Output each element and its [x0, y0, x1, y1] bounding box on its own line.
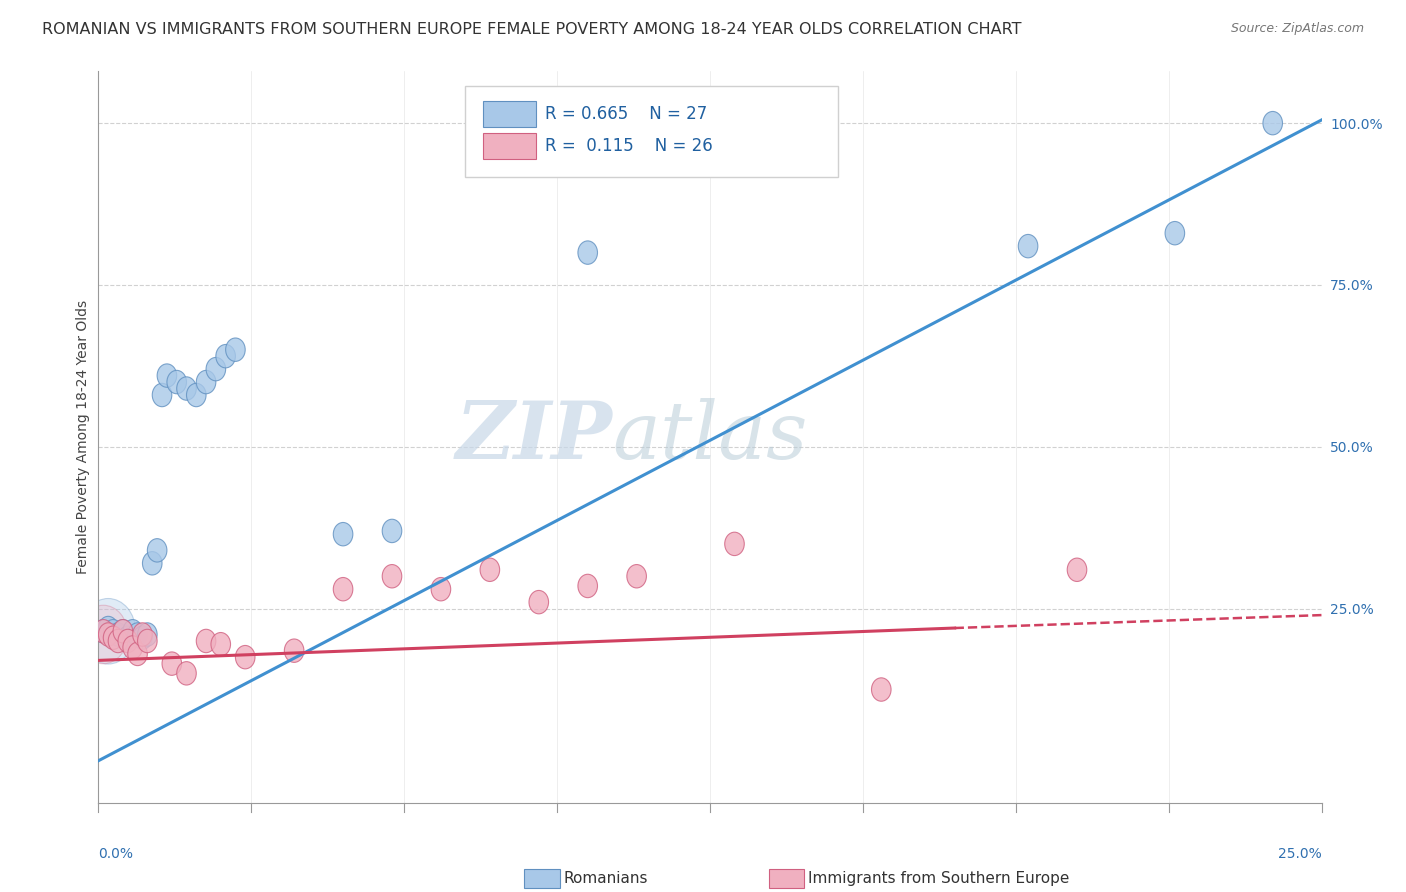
Ellipse shape: [187, 384, 207, 407]
Ellipse shape: [333, 523, 353, 546]
Ellipse shape: [79, 606, 128, 664]
Ellipse shape: [177, 662, 197, 685]
Ellipse shape: [197, 629, 217, 653]
Text: R =  0.115    N = 26: R = 0.115 N = 26: [546, 137, 713, 155]
Ellipse shape: [162, 652, 181, 675]
Text: ZIP: ZIP: [456, 399, 612, 475]
Ellipse shape: [225, 338, 245, 361]
Ellipse shape: [94, 620, 112, 643]
Ellipse shape: [152, 384, 172, 407]
Ellipse shape: [118, 626, 138, 649]
Ellipse shape: [167, 370, 187, 393]
FancyBboxPatch shape: [482, 101, 536, 127]
Ellipse shape: [112, 620, 132, 643]
Ellipse shape: [333, 577, 353, 601]
Text: Source: ZipAtlas.com: Source: ZipAtlas.com: [1230, 22, 1364, 36]
Ellipse shape: [98, 616, 118, 640]
Ellipse shape: [138, 623, 157, 646]
Ellipse shape: [578, 574, 598, 598]
Ellipse shape: [122, 636, 142, 659]
Ellipse shape: [128, 623, 148, 646]
Ellipse shape: [207, 358, 225, 381]
Ellipse shape: [197, 370, 217, 393]
Ellipse shape: [1166, 221, 1185, 245]
Ellipse shape: [724, 533, 744, 556]
Ellipse shape: [177, 376, 197, 401]
Ellipse shape: [1018, 235, 1038, 258]
Ellipse shape: [132, 626, 152, 649]
Ellipse shape: [1263, 112, 1282, 135]
Ellipse shape: [142, 551, 162, 575]
Ellipse shape: [80, 599, 135, 664]
Text: 25.0%: 25.0%: [1278, 847, 1322, 861]
Ellipse shape: [112, 620, 132, 643]
Ellipse shape: [382, 565, 402, 588]
Text: R = 0.665    N = 27: R = 0.665 N = 27: [546, 104, 707, 123]
Ellipse shape: [578, 241, 598, 264]
Ellipse shape: [284, 639, 304, 663]
Ellipse shape: [94, 620, 112, 643]
FancyBboxPatch shape: [769, 870, 804, 888]
Ellipse shape: [1067, 558, 1087, 582]
Text: Immigrants from Southern Europe: Immigrants from Southern Europe: [808, 871, 1069, 887]
Text: atlas: atlas: [612, 399, 807, 475]
Ellipse shape: [122, 620, 142, 643]
Ellipse shape: [138, 629, 157, 653]
Ellipse shape: [103, 620, 122, 643]
Text: ROMANIAN VS IMMIGRANTS FROM SOUTHERN EUROPE FEMALE POVERTY AMONG 18-24 YEAR OLDS: ROMANIAN VS IMMIGRANTS FROM SOUTHERN EUR…: [42, 22, 1022, 37]
Ellipse shape: [103, 626, 122, 649]
Text: 0.0%: 0.0%: [98, 847, 134, 861]
Text: Romanians: Romanians: [564, 871, 648, 887]
Ellipse shape: [108, 629, 128, 653]
FancyBboxPatch shape: [465, 86, 838, 178]
Ellipse shape: [872, 678, 891, 701]
Y-axis label: Female Poverty Among 18-24 Year Olds: Female Poverty Among 18-24 Year Olds: [76, 300, 90, 574]
Ellipse shape: [432, 577, 451, 601]
Ellipse shape: [118, 629, 138, 653]
Ellipse shape: [128, 642, 148, 665]
Ellipse shape: [132, 623, 152, 646]
Ellipse shape: [211, 632, 231, 656]
FancyBboxPatch shape: [482, 133, 536, 159]
Ellipse shape: [627, 565, 647, 588]
Ellipse shape: [157, 364, 177, 387]
FancyBboxPatch shape: [524, 870, 560, 888]
Ellipse shape: [382, 519, 402, 542]
Ellipse shape: [529, 591, 548, 614]
Ellipse shape: [217, 344, 235, 368]
Ellipse shape: [108, 623, 128, 646]
Ellipse shape: [235, 646, 254, 669]
Ellipse shape: [148, 539, 167, 562]
Ellipse shape: [98, 623, 118, 646]
Ellipse shape: [479, 558, 499, 582]
